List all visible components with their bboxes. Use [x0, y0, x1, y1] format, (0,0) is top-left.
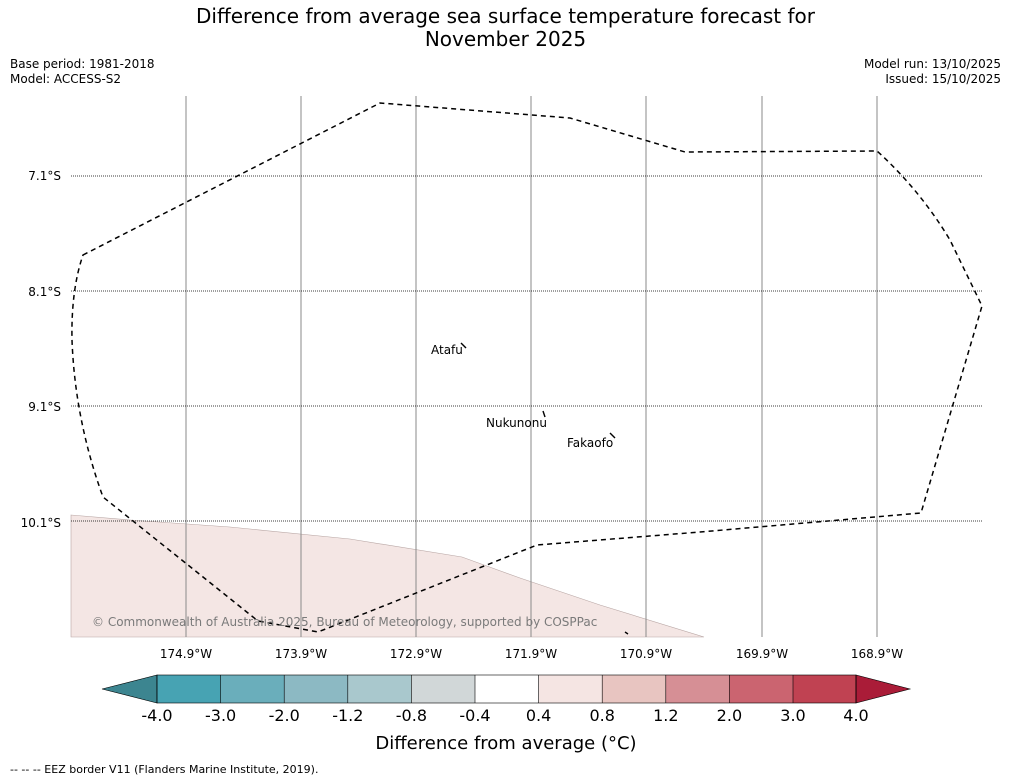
model-run: Model run: 13/10/2025: [863, 57, 1001, 71]
colorbar-bin-9: [665, 675, 730, 703]
tick-neg-4-0: -4.0: [141, 706, 172, 725]
lon-label-171-9: 171.9°W: [505, 647, 557, 661]
islet-mark: [624, 631, 629, 635]
nukunonu-atoll: [542, 410, 546, 418]
model-name: Model: ACCESS-S2: [10, 72, 122, 86]
tick-neg-1-2: -1.2: [332, 706, 363, 725]
colorbar-label: Difference from average (°C): [375, 733, 636, 754]
eez-credit: -- -- -- EEZ border V11 (Flanders Marine…: [10, 763, 319, 776]
tick-2-0: 2.0: [717, 706, 742, 725]
metadata-left: Base period: 1981-2018 Model: ACCESS-S2: [10, 57, 155, 87]
copyright-notice: © Commonwealth of Australia 2025, Bureau…: [92, 615, 597, 629]
tick-0-4: 0.4: [526, 706, 551, 725]
lon-label-169-9: 169.9°W: [736, 647, 788, 661]
meridians: [185, 96, 878, 637]
eez-border: [71, 102, 983, 633]
lat-label-10-1: 10.1°S: [21, 516, 61, 530]
lon-label-168-9: 168.9°W: [851, 647, 903, 661]
colorbar-ticks: -4.0 -3.0 -2.0 -1.2 -0.8 -0.4 0.4 0.8 1.…: [141, 706, 868, 725]
lat-label-8-1: 8.1°S: [28, 285, 61, 299]
lon-label-174-9: 174.9°W: [160, 647, 212, 661]
colorbar-bin-6: [475, 675, 539, 703]
atafu-atoll: [460, 342, 467, 349]
lon-label-170-9: 170.9°W: [620, 647, 672, 661]
map-title: Difference from average sea surface temp…: [0, 5, 1011, 51]
colorbar-outline: [156, 674, 857, 704]
tick-neg-2-0: -2.0: [269, 706, 300, 725]
lon-labels: 174.9°W 173.9°W 172.9°W 171.9°W 170.9°W …: [160, 647, 903, 661]
metadata-right: Model run: 13/10/2025 Issued: 15/10/2025: [864, 57, 1001, 87]
place-labels: Atafu Nukunonu Fakaofo: [431, 343, 613, 450]
colorbar-bin-4: [347, 675, 412, 703]
place-nukunonu: Nukunonu: [486, 416, 547, 430]
tick-3-0: 3.0: [780, 706, 805, 725]
colorbar-bin-3: [284, 675, 348, 703]
colorbar-bin-1: [157, 675, 221, 703]
tick-neg-3-0: -3.0: [205, 706, 236, 725]
anomaly-region: [70, 514, 705, 638]
colorbar: [101, 674, 912, 704]
colorbar-bin-11: [793, 675, 856, 703]
colorbar-bin-2: [220, 675, 285, 703]
issued-date: Issued: 15/10/2025: [885, 72, 1001, 86]
lon-label-173-9: 173.9°W: [275, 647, 327, 661]
lat-labels: 7.1°S 8.1°S 9.1°S 10.1°S: [21, 169, 61, 530]
atolls: [460, 342, 629, 635]
colorbar-bin-10: [729, 675, 793, 703]
lon-label-172-9: 172.9°W: [390, 647, 442, 661]
title-line-1: Difference from average sea surface temp…: [195, 4, 815, 28]
fakaofo-atoll: [609, 432, 616, 439]
tick-4-0: 4.0: [843, 706, 868, 725]
parallels: [71, 175, 982, 522]
colorbar-bin-8: [602, 675, 666, 703]
tick-1-2: 1.2: [653, 706, 678, 725]
place-atafu: Atafu: [431, 343, 463, 357]
base-period: Base period: 1981-2018: [10, 57, 155, 71]
tick-0-8: 0.8: [589, 706, 614, 725]
colorbar-bin-5: [411, 675, 475, 703]
title-line-2: November 2025: [424, 27, 587, 51]
lat-label-9-1: 9.1°S: [28, 400, 61, 414]
tick-neg-0-4: -0.4: [459, 706, 490, 725]
colorbar-extend-low: [101, 674, 158, 704]
lat-label-7-1: 7.1°S: [28, 169, 61, 183]
place-fakaofo: Fakaofo: [567, 436, 613, 450]
tick-neg-0-8: -0.8: [396, 706, 427, 725]
colorbar-bin-7: [538, 675, 603, 703]
colorbar-extend-high: [855, 674, 912, 704]
